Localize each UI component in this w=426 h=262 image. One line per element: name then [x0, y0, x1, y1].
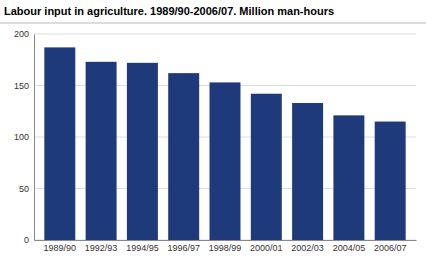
y-axis-line: [34, 35, 35, 241]
x-tick: 2006/07: [374, 243, 407, 253]
x-tick: 2000/01: [250, 243, 283, 253]
x-tick: 1998/99: [209, 243, 242, 253]
x-tick-label: 1994/95: [126, 243, 159, 253]
y-tick: 50: [19, 184, 29, 194]
y-tick-label: 0: [24, 235, 29, 245]
grid-line: [34, 34, 416, 35]
x-tick-label: 2006/07: [374, 243, 407, 253]
title: Labour input in agriculture. 1989/90-200…: [4, 5, 334, 17]
x-tick: 2002/03: [291, 243, 324, 253]
x-tick-label: 1989/90: [44, 243, 77, 253]
x-tick: 1989/90: [44, 243, 77, 253]
x-axis-line: [35, 240, 417, 241]
x-tick-label: 2000/01: [250, 243, 283, 253]
y-tick-label: 200: [14, 29, 29, 39]
x-tick: 1992/93: [85, 243, 118, 253]
y-tick: 150: [14, 81, 29, 91]
plot: 0 50 100 150 200 1989/90 1992/93 1994/95 1996/97…: [14, 29, 417, 253]
chart: Labour input in agriculture. 1989/90-200…: [0, 0, 426, 262]
x-tick-label: 1992/93: [85, 243, 118, 253]
x-tick: 2004/05: [333, 243, 366, 253]
y-tick-label: 50: [19, 184, 29, 194]
bar: [210, 82, 241, 240]
bar: [44, 47, 75, 240]
bar: [333, 115, 364, 240]
y-axis: 0 50 100 150 200: [14, 29, 35, 245]
bars: [44, 47, 405, 240]
bar: [168, 73, 199, 240]
y-tick-label: 100: [14, 132, 29, 142]
x-tick-label: 1998/99: [209, 243, 242, 253]
y-tick-label: 150: [14, 81, 29, 91]
x-tick-label: 1996/97: [167, 243, 200, 253]
y-tick: 100: [14, 132, 29, 142]
x-tick-label: 2002/03: [291, 243, 324, 253]
grid: [34, 34, 416, 240]
y-tick: 0: [24, 235, 29, 245]
bar: [251, 94, 282, 240]
bar: [127, 63, 158, 240]
x-tick: 1994/95: [126, 243, 159, 253]
bar: [375, 122, 406, 240]
x-axis: 1989/90 1992/93 1994/95 1996/97 1998/99 2000/…: [35, 241, 417, 254]
x-tick-label: 2004/05: [333, 243, 366, 253]
bar: [292, 103, 323, 240]
separator: [0, 23, 426, 24]
bar: [86, 62, 117, 240]
y-tick: 200: [14, 29, 29, 39]
x-tick: 1996/97: [167, 243, 200, 253]
